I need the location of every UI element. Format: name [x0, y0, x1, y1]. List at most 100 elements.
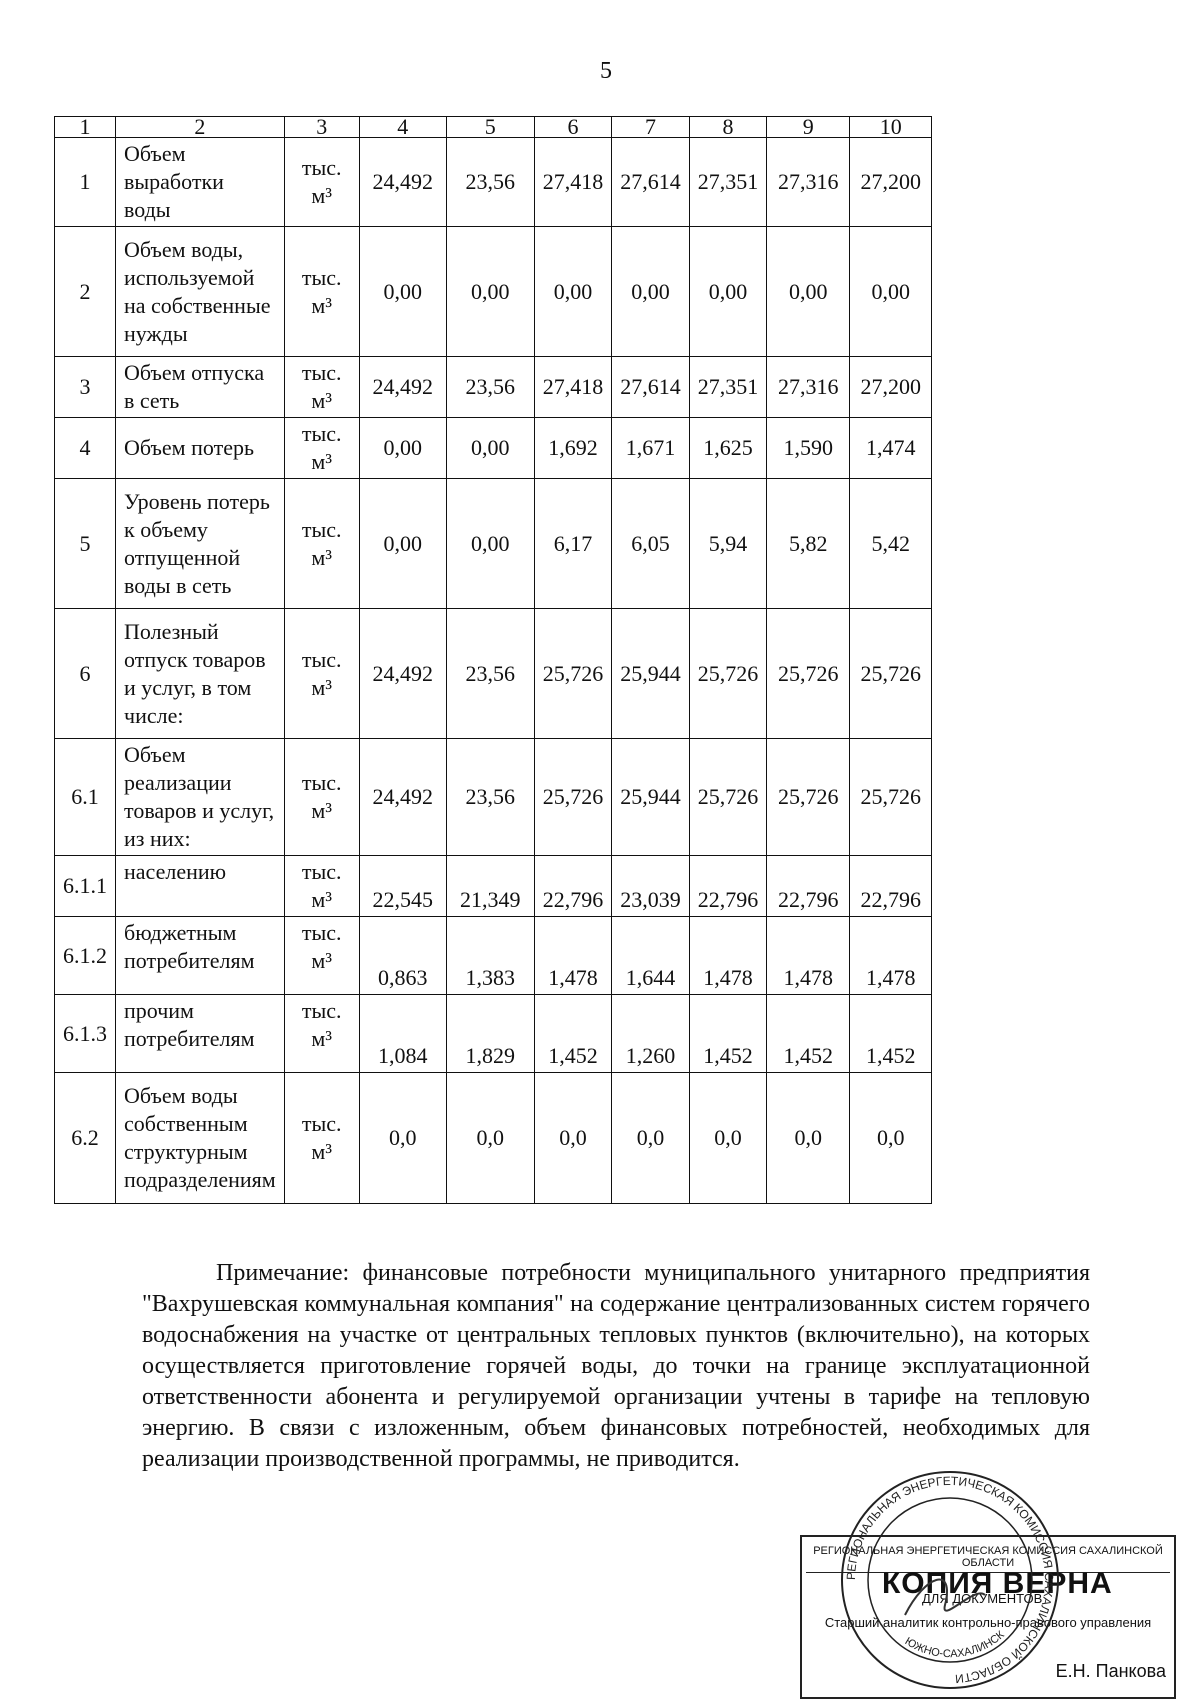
value-cell: 1,590 [766, 417, 851, 479]
stamp-organization: РЕГИОНАЛЬНАЯ ЭНЕРГЕТИЧЕСКАЯ КОМИССИЯ САХ… [806, 1545, 1170, 1573]
value-cell: 0,0 [766, 1072, 851, 1204]
value-cell: 5,94 [688, 478, 768, 609]
value-cell: 0,00 [445, 417, 535, 479]
value-cell: 0,00 [358, 417, 447, 479]
value-cell: 22,545 [358, 855, 447, 917]
stamp-for-documents: ДЛЯ ДОКУМЕНТОВ [922, 1591, 1043, 1606]
row-number: 4 [54, 417, 116, 479]
value-cell: 5,82 [766, 478, 851, 609]
table-row: 2 Объем воды, используемой на собственные… [54, 226, 933, 357]
header-cell: 9 [766, 116, 851, 138]
row-label: Уровень потерь к объему отпущенной воды … [115, 478, 285, 609]
value-cell: 1,084 [358, 994, 447, 1073]
value-cell: 27,614 [611, 137, 690, 227]
stamp-position: Старший аналитик контрольно-правового уп… [824, 1615, 1152, 1630]
value-cell: 1,452 [688, 994, 768, 1073]
value-cell: 24,492 [358, 738, 447, 856]
unit-cell: тыс. м³ [283, 226, 360, 357]
header-cell: 3 [283, 116, 360, 138]
value-cell: 27,614 [611, 356, 690, 418]
value-cell: 0,0 [611, 1072, 690, 1204]
row-label: Объем выработки воды [115, 137, 285, 227]
value-cell: 1,478 [533, 916, 613, 995]
value-cell: 23,56 [445, 137, 535, 227]
value-cell: 1,260 [611, 994, 690, 1073]
unit-cell: тыс. м³ [283, 916, 360, 995]
value-cell: 1,671 [611, 417, 690, 479]
value-cell: 25,726 [766, 738, 851, 856]
value-cell: 24,492 [358, 608, 447, 739]
header-cell: 5 [445, 116, 535, 138]
value-cell: 27,418 [533, 137, 613, 227]
row-number: 6.1.1 [54, 855, 116, 917]
row-number: 6.1.3 [54, 994, 116, 1073]
value-cell: 1,383 [445, 916, 535, 995]
header-cell: 8 [688, 116, 768, 138]
value-cell: 0,00 [688, 226, 768, 357]
value-cell: 1,474 [849, 417, 933, 479]
value-cell: 0,00 [445, 226, 535, 357]
value-cell: 25,726 [533, 608, 613, 739]
row-number: 6.1.2 [54, 916, 116, 995]
header-row: 1 2 3 4 5 6 7 8 9 10 [54, 116, 933, 138]
value-cell: 0,0 [688, 1072, 768, 1204]
row-number: 6.2 [54, 1072, 116, 1204]
table-row: 6.1 Объем реализации товаров и услуг, из … [54, 738, 933, 856]
header-cell: 6 [533, 116, 613, 138]
value-cell: 22,796 [688, 855, 768, 917]
value-cell: 27,316 [766, 356, 851, 418]
unit-cell: тыс. м³ [283, 608, 360, 739]
row-label: Объем потерь [115, 417, 285, 479]
row-number: 3 [54, 356, 116, 418]
value-cell: 23,56 [445, 738, 535, 856]
row-label: Полезный отпуск товаров и услуг, в том ч… [115, 608, 285, 739]
value-cell: 25,726 [849, 608, 933, 739]
signature [904, 1578, 986, 1616]
unit-cell: тыс. м³ [283, 738, 360, 856]
value-cell: 23,56 [445, 356, 535, 418]
row-number: 6 [54, 608, 116, 739]
row-number: 1 [54, 137, 116, 227]
value-cell: 23,56 [445, 608, 535, 739]
value-cell: 0,00 [611, 226, 690, 357]
value-cell: 27,351 [688, 356, 768, 418]
table-row: 6 Полезный отпуск товаров и услуг, в том … [54, 608, 933, 739]
header-cell: 7 [611, 116, 690, 138]
value-cell: 0,00 [533, 226, 613, 357]
unit-cell: тыс. м³ [283, 855, 360, 917]
value-cell: 1,644 [611, 916, 690, 995]
stamp-certification: КОПИЯ ВЕРНА [882, 1567, 1113, 1600]
value-cell: 0,0 [358, 1072, 447, 1204]
row-label: Объем воды собственным структурным подра… [115, 1072, 285, 1204]
value-cell: 0,00 [849, 226, 933, 357]
row-label: Объем отпуска в сеть [115, 356, 285, 418]
row-number: 2 [54, 226, 116, 357]
value-cell: 0,0 [445, 1072, 535, 1204]
value-cell: 1,478 [766, 916, 851, 995]
table-row: 3 Объем отпуска в сеть тыс. м³ 24,492 23,56 2… [54, 356, 933, 418]
table-body: 1 2 3 4 5 6 7 8 9 10 1 Объем выработки воды тыс. м³ 2… [54, 116, 933, 1204]
value-cell: 0,0 [533, 1072, 613, 1204]
unit-cell: тыс. м³ [283, 137, 360, 227]
row-label: Объем воды, используемой на собственные … [115, 226, 285, 357]
stamp-signatory: Е.Н. Панкова [1055, 1661, 1166, 1681]
table-row: 5 Уровень потерь к объему отпущенной воды… [54, 478, 933, 609]
value-cell: 6,05 [611, 478, 690, 609]
round-seal: РЕГИОНАЛЬНАЯ ЭНЕРГЕТИЧЕСКАЯ КОМИССИЯ САХ… [841, 1471, 1059, 1689]
value-cell: 25,726 [849, 738, 933, 856]
header-cell: 4 [358, 116, 447, 138]
value-cell: 0,00 [358, 478, 447, 609]
value-cell: 0,00 [766, 226, 851, 357]
value-cell: 6,17 [533, 478, 613, 609]
value-cell: 1,625 [688, 417, 768, 479]
table-row: 1 Объем выработки воды тыс. м³ 24,492 23,56 2… [54, 137, 933, 227]
table-row: 4 Объем потерь тыс. м³ 0,00 0,00 1,692 1,671 1,… [54, 417, 933, 479]
row-number: 6.1 [54, 738, 116, 856]
unit-cell: тыс. м³ [283, 478, 360, 609]
header-cell: 10 [849, 116, 933, 138]
value-cell: 25,726 [766, 608, 851, 739]
value-cell: 1,452 [533, 994, 613, 1073]
value-cell: 22,796 [849, 855, 933, 917]
value-cell: 27,200 [849, 137, 933, 227]
row-label: прочим потребителям [115, 994, 285, 1073]
